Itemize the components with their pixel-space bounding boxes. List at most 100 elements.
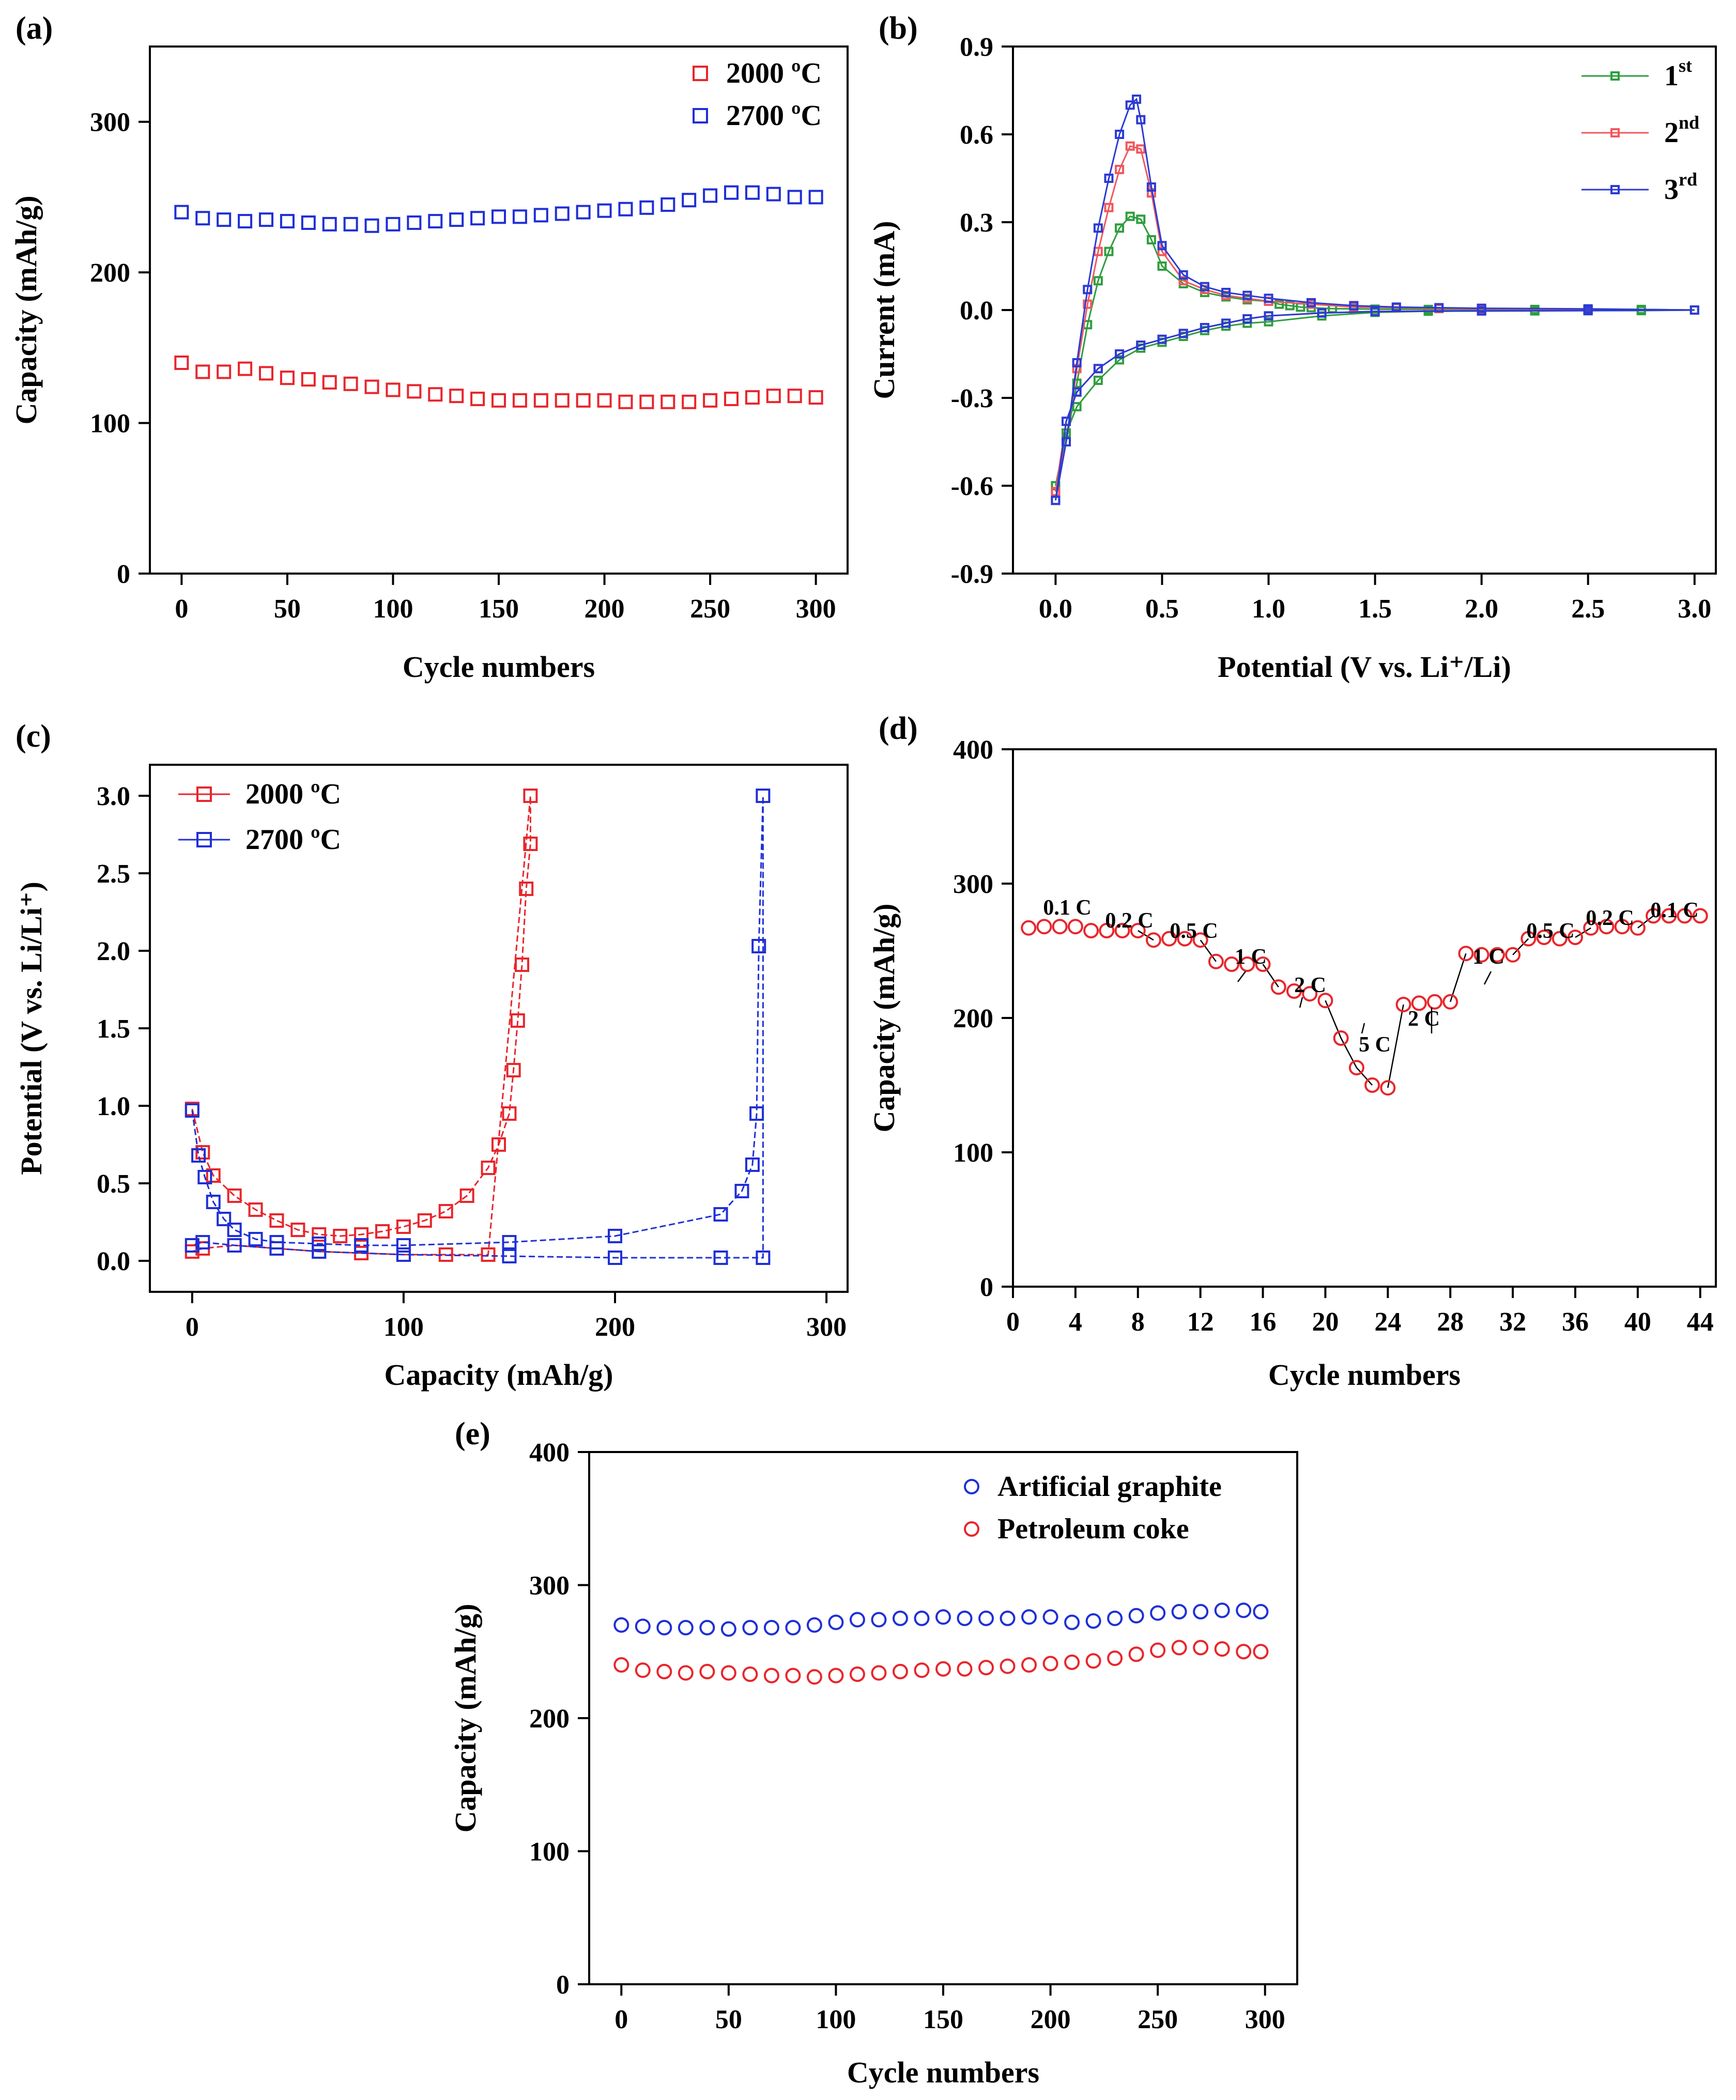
data-point bbox=[1253, 1604, 1269, 1619]
data-point bbox=[238, 361, 253, 376]
data-point bbox=[280, 214, 295, 229]
data-point bbox=[1072, 358, 1082, 367]
panel-label: (e) bbox=[455, 1416, 490, 1452]
x-axis-label: Cycle numbers bbox=[847, 2056, 1039, 2089]
data-point bbox=[1661, 908, 1677, 924]
data-point bbox=[269, 1241, 284, 1256]
data-point bbox=[1270, 979, 1286, 995]
data-point bbox=[635, 1662, 651, 1678]
legend-marker bbox=[693, 108, 708, 123]
data-point bbox=[1146, 932, 1161, 948]
data-point bbox=[713, 1250, 728, 1265]
x-tick-label: 0.5 bbox=[1145, 594, 1179, 624]
data-point bbox=[766, 187, 781, 202]
data-point bbox=[1489, 947, 1505, 963]
series-1 bbox=[174, 185, 823, 233]
x-tick-label: 100 bbox=[373, 594, 413, 624]
x-tick-label: 0.0 bbox=[1039, 594, 1072, 624]
data-point bbox=[290, 1223, 305, 1237]
y-tick-label: 2.0 bbox=[97, 937, 130, 966]
data-point bbox=[227, 1188, 242, 1203]
data-point bbox=[613, 1617, 629, 1633]
data-point bbox=[699, 1663, 715, 1679]
data-point bbox=[914, 1610, 930, 1626]
legend-label: 2000 ºC bbox=[245, 778, 341, 810]
data-point bbox=[849, 1612, 865, 1628]
data-point bbox=[608, 1250, 622, 1265]
data-point bbox=[1146, 235, 1156, 244]
data-point bbox=[1157, 334, 1167, 344]
data-point bbox=[301, 372, 316, 387]
panel-label: (d) bbox=[879, 711, 918, 746]
data-point bbox=[1107, 1650, 1123, 1666]
series-0 bbox=[1051, 211, 1699, 490]
data-point bbox=[470, 391, 485, 406]
x-tick-label: 0 bbox=[175, 594, 188, 624]
legend-label: 2nd bbox=[1664, 112, 1699, 149]
data-point bbox=[481, 1247, 496, 1262]
data-point bbox=[1221, 288, 1231, 297]
data-point bbox=[635, 1618, 651, 1634]
y-tick-label: 0.6 bbox=[960, 120, 993, 150]
data-point bbox=[1021, 1657, 1037, 1673]
data-point bbox=[491, 209, 506, 224]
data-point bbox=[1411, 995, 1427, 1011]
data-point bbox=[1364, 1077, 1380, 1093]
data-point bbox=[375, 1224, 390, 1239]
data-point bbox=[682, 193, 697, 208]
data-point bbox=[1171, 1640, 1187, 1656]
data-point bbox=[828, 1667, 844, 1684]
data-point bbox=[555, 393, 570, 408]
data-point bbox=[1064, 1614, 1080, 1630]
panel-e: (e) 0 50 100 150 200 250 300 0 100 200 300 400 Cycle … bbox=[449, 1416, 1298, 2089]
x-tick-label: 12 bbox=[1187, 1307, 1214, 1337]
data-point bbox=[502, 1235, 517, 1249]
x-tick-label: 1.0 bbox=[1252, 594, 1285, 624]
data-point bbox=[1505, 947, 1521, 963]
legend-label: 2000 ºC bbox=[726, 57, 822, 89]
series-line bbox=[191, 795, 531, 1256]
data-point bbox=[613, 1657, 629, 1673]
data-point bbox=[871, 1665, 887, 1681]
data-point bbox=[1093, 223, 1103, 233]
legend-marker bbox=[1610, 185, 1620, 194]
data-point bbox=[396, 1247, 411, 1262]
legend-label: 2700 ºC bbox=[245, 824, 341, 856]
legend-marker bbox=[1610, 128, 1620, 137]
data-point bbox=[322, 375, 337, 390]
data-point bbox=[197, 1170, 212, 1184]
y-tick-label: -0.3 bbox=[951, 384, 993, 413]
x-tick-label: 16 bbox=[1250, 1307, 1277, 1337]
data-point bbox=[191, 1148, 206, 1163]
plot-frame bbox=[1012, 748, 1717, 1288]
data-point bbox=[957, 1610, 973, 1626]
data-point bbox=[1264, 294, 1273, 303]
panel-label: (c) bbox=[16, 719, 51, 754]
data-point bbox=[343, 376, 358, 391]
y-tick-label: 1.5 bbox=[97, 1014, 130, 1044]
data-point bbox=[1128, 1608, 1144, 1624]
y-tick-label: -0.6 bbox=[951, 472, 993, 501]
data-point bbox=[459, 1188, 474, 1203]
data-point bbox=[227, 1223, 242, 1237]
data-point bbox=[1317, 993, 1333, 1009]
y-tick-label: 0.0 bbox=[960, 296, 993, 326]
rate-annotation: 5 C bbox=[1359, 1033, 1391, 1057]
data-point bbox=[656, 1619, 672, 1635]
legend-marker bbox=[1610, 71, 1620, 81]
data-point bbox=[1115, 130, 1125, 139]
data-point bbox=[1178, 276, 1188, 286]
data-point bbox=[713, 1207, 728, 1222]
data-point bbox=[206, 1195, 221, 1209]
data-point bbox=[470, 211, 485, 226]
data-point bbox=[1646, 908, 1662, 924]
x-tick-label: 20 bbox=[1312, 1307, 1339, 1337]
data-point bbox=[1136, 115, 1146, 125]
data-point bbox=[766, 389, 781, 404]
data-point bbox=[1115, 165, 1125, 174]
data-point bbox=[1062, 437, 1071, 446]
panel-label: (a) bbox=[16, 11, 53, 46]
data-point bbox=[354, 1227, 369, 1242]
x-tick-label: 8 bbox=[1131, 1307, 1145, 1337]
x-axis-label: Cycle numbers bbox=[403, 650, 595, 684]
